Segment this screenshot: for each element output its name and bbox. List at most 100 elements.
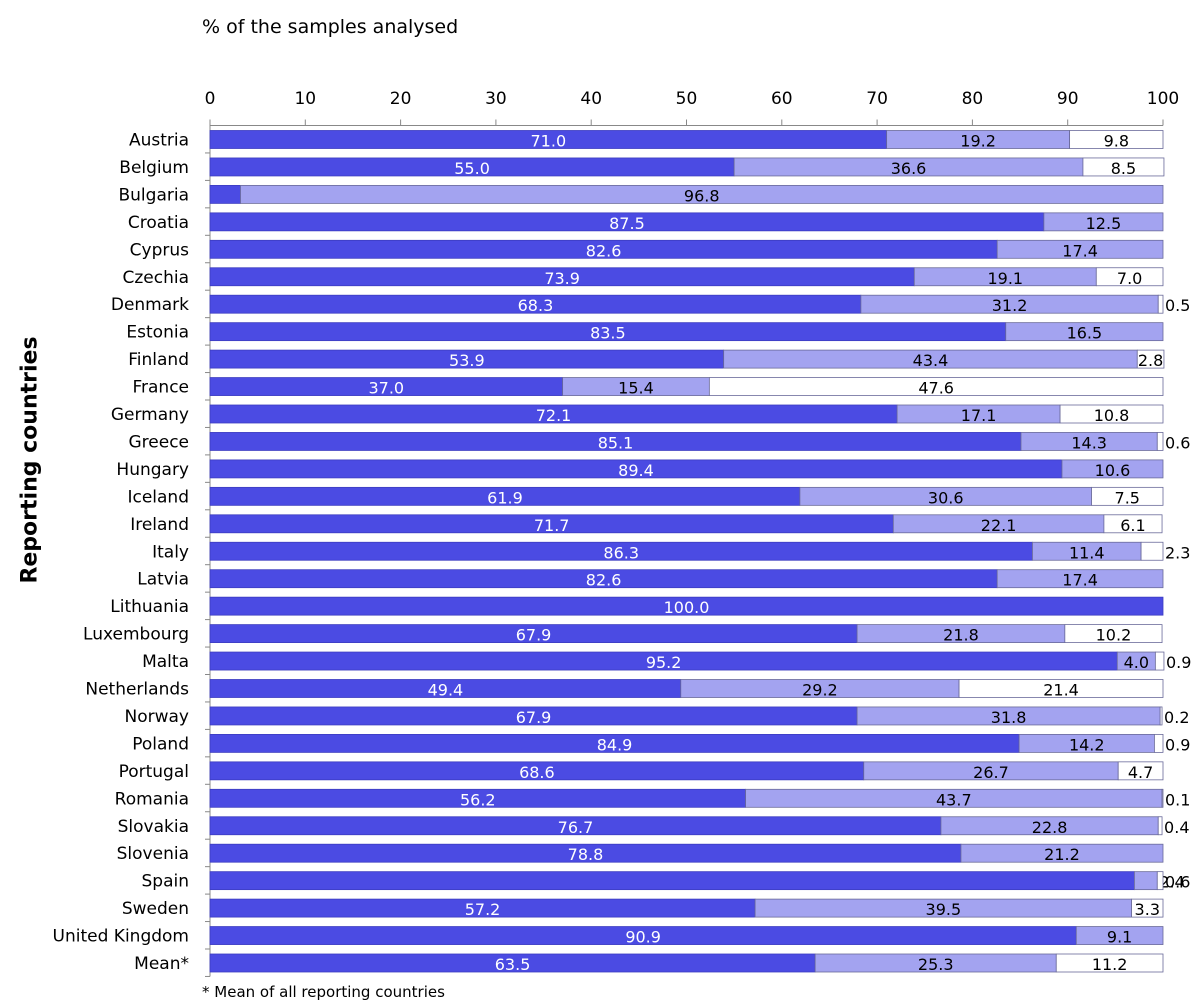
category-label: Poland xyxy=(132,734,189,754)
bar-value-label: 10.8 xyxy=(1094,406,1130,425)
bar-segment xyxy=(1075,926,1164,945)
bar-value-label: 17.4 xyxy=(1062,571,1098,590)
bar-value-label: 12.5 xyxy=(1086,214,1122,233)
bar-segment xyxy=(1103,514,1163,534)
x-tick-label: 60 xyxy=(771,89,793,109)
category-label: Slovenia xyxy=(117,844,189,864)
category-label: Spain xyxy=(142,872,190,892)
bar-segment xyxy=(1043,212,1164,232)
bar-segment xyxy=(1005,322,1164,342)
x-tick-label: 50 xyxy=(676,89,698,109)
bar-value-label: 43.4 xyxy=(913,351,949,370)
bar-value-label: 90.9 xyxy=(625,928,661,947)
bar-value-label: 26.7 xyxy=(973,763,1009,782)
bar-value-label: 57.2 xyxy=(465,900,501,919)
bar-value-label: 21.8 xyxy=(943,626,979,645)
category-label: Austria xyxy=(129,131,189,151)
x-tick-label: 0 xyxy=(205,89,216,109)
bar-value-label: 63.5 xyxy=(495,955,531,974)
bar-segment xyxy=(1161,788,1164,808)
category-label: Latvia xyxy=(137,570,189,590)
bar-value-label: 67.9 xyxy=(516,708,552,727)
category-label: United Kingdom xyxy=(53,927,189,947)
bar-segment xyxy=(708,377,1164,396)
category-label: Mean* xyxy=(134,954,189,974)
x-tick-label: 10 xyxy=(294,89,316,109)
bar-value-label: 22.8 xyxy=(1032,818,1068,837)
bar-value-label: 11.2 xyxy=(1092,955,1128,974)
bar-value-label: 53.9 xyxy=(449,351,485,370)
bar-value-label: 31.8 xyxy=(991,708,1027,727)
bar-segment xyxy=(1095,267,1164,287)
bar-value-label: 2.3 xyxy=(1165,543,1190,562)
bar-value-label: 87.5 xyxy=(609,214,645,233)
bar-segment xyxy=(1134,871,1158,891)
bar-value-label: 29.2 xyxy=(802,681,838,700)
bar-value-label: 7.0 xyxy=(1117,269,1142,288)
bar-value-label: 96.8 xyxy=(684,186,720,205)
bar-segment xyxy=(209,184,241,204)
bar-segment xyxy=(1061,459,1164,479)
bar-value-label: 0.2 xyxy=(1164,708,1189,727)
bar-value-label: 55.0 xyxy=(454,159,490,178)
category-label: Estonia xyxy=(126,323,189,343)
bar-value-label: 0.4 xyxy=(1164,818,1189,837)
bar-segment xyxy=(1055,953,1164,973)
bar-segment xyxy=(1154,651,1165,671)
bar-value-label: 71.7 xyxy=(534,516,570,535)
x-tick-label: 100 xyxy=(1147,89,1179,109)
bar-value-label: 21.2 xyxy=(1044,845,1080,864)
category-label: Slovakia xyxy=(118,817,189,837)
bar-segment xyxy=(958,679,1164,698)
bar-value-label: 11.4 xyxy=(1069,543,1105,562)
bar-value-label: 0.5 xyxy=(1165,296,1190,315)
category-label: Sweden xyxy=(122,899,189,919)
bar-segment xyxy=(1140,541,1164,561)
category-label: France xyxy=(132,378,189,398)
x-tick-label: 20 xyxy=(390,89,412,109)
bar-segment xyxy=(1117,761,1164,781)
bar-value-label: 95.2 xyxy=(646,653,682,672)
bar-value-label: 86.3 xyxy=(603,543,639,562)
bar-value-label: 4.0 xyxy=(1124,653,1149,672)
bar-value-label: 7.5 xyxy=(1115,488,1140,507)
bar-value-label: 16.5 xyxy=(1067,324,1103,343)
bar-value-label: 2.8 xyxy=(1138,351,1163,370)
bar-segment xyxy=(1091,486,1164,506)
x-axis-title: % of the samples analysed xyxy=(202,16,459,38)
category-label: Denmark xyxy=(111,295,189,315)
bar-segment xyxy=(209,871,1135,891)
category-label: Netherlands xyxy=(85,680,189,700)
bar-segment xyxy=(1136,349,1165,369)
category-label: Finland xyxy=(128,350,189,370)
bar-value-label: 31.2 xyxy=(992,296,1028,315)
bar-segment xyxy=(1159,706,1163,726)
bar-value-label: 47.6 xyxy=(918,379,954,398)
category-label: Croatia xyxy=(128,213,189,233)
bar-segment xyxy=(1157,294,1164,314)
category-label: Malta xyxy=(142,652,189,672)
bar-value-label: 0.6 xyxy=(1165,873,1190,892)
bar-value-label: 85.1 xyxy=(598,433,634,452)
bar-value-label: 9.1 xyxy=(1107,928,1132,947)
category-label: Italy xyxy=(152,542,189,562)
bar-value-label: 100.0 xyxy=(664,598,710,617)
footnote: * Mean of all reporting countries xyxy=(202,983,445,1001)
bar-value-label: 19.1 xyxy=(987,269,1023,288)
bar-value-label: 56.2 xyxy=(460,790,496,809)
bar-value-label: 17.4 xyxy=(1062,241,1098,260)
bar-segment xyxy=(1059,404,1164,424)
category-label: Romania xyxy=(115,789,189,809)
bar-segment xyxy=(240,184,1164,204)
bar-value-label: 43.7 xyxy=(936,790,972,809)
bar-value-label: 30.6 xyxy=(928,488,964,507)
bar-value-label: 76.7 xyxy=(558,818,594,837)
category-label: Hungary xyxy=(116,460,189,480)
bar-value-label: 0.9 xyxy=(1165,735,1190,754)
bar-value-label: 2.4 xyxy=(1159,873,1184,892)
bar-value-label: 15.4 xyxy=(618,379,654,398)
bar-segment xyxy=(1157,816,1163,836)
bar-segment xyxy=(1064,624,1163,643)
category-label: Germany xyxy=(111,405,189,425)
